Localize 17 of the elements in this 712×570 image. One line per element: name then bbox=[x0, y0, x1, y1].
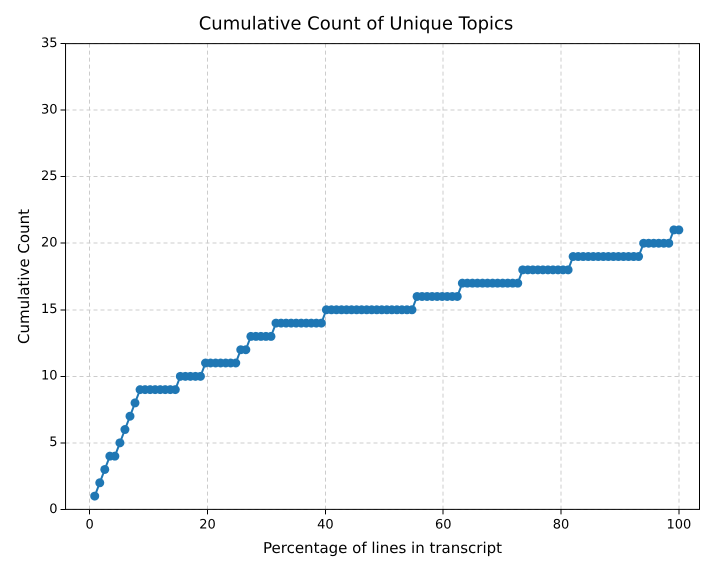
y-tick-label: 20 bbox=[40, 236, 58, 251]
x-axis-title: Percentage of lines in transcript bbox=[263, 538, 502, 557]
y-tick-label: 30 bbox=[40, 102, 58, 118]
y-tick-label: 5 bbox=[49, 435, 58, 450]
y-tick-label: 10 bbox=[40, 368, 58, 384]
x-tick-label: 40 bbox=[317, 518, 334, 533]
y-tick-label: 25 bbox=[40, 169, 58, 184]
x-tick-label: 80 bbox=[552, 518, 570, 533]
x-tick-label: 0 bbox=[86, 518, 94, 533]
y-axis-title: Cumulative Count bbox=[14, 208, 33, 344]
x-tick-label: 60 bbox=[434, 518, 452, 533]
x-tick-label: 20 bbox=[199, 518, 216, 533]
x-tick-label: 100 bbox=[666, 518, 692, 533]
chart-title: Cumulative Count of Unique Topics bbox=[198, 13, 514, 34]
y-tick-label: 15 bbox=[40, 302, 58, 318]
y-tick-label: 35 bbox=[40, 36, 58, 51]
y-tick-label: 0 bbox=[49, 502, 58, 517]
